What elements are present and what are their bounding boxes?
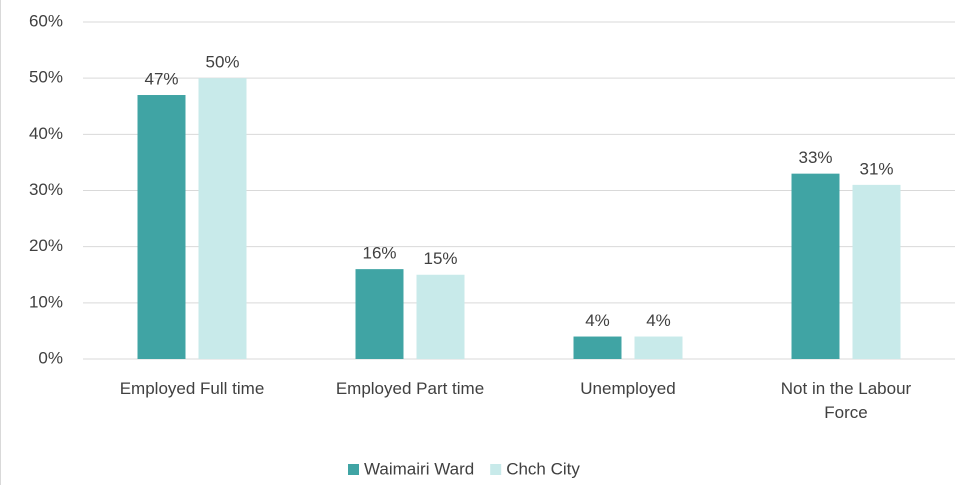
y-tick-label: 10%: [29, 292, 63, 311]
x-tick-label: Employed Full time: [119, 379, 265, 398]
legend-label: Chch City: [506, 459, 580, 478]
x-tick-label: Unemployed: [580, 379, 676, 398]
bar: [634, 336, 683, 359]
y-tick-label: 40%: [29, 124, 63, 143]
y-tick-label: 30%: [29, 180, 63, 199]
y-tick-label: 50%: [29, 68, 63, 87]
y-tick-label: 20%: [29, 236, 63, 255]
data-label: 50%: [205, 53, 239, 72]
bar: [137, 95, 186, 360]
x-tick-label: Employed Part time: [335, 379, 485, 398]
x-tick-label: Not in the Labour Force: [780, 379, 912, 422]
data-label: 31%: [859, 159, 893, 178]
legend-label: Waimairi Ward: [364, 459, 474, 478]
bar: [416, 274, 465, 359]
data-label: 47%: [144, 70, 178, 89]
bar: [198, 78, 247, 360]
legend-swatch: [490, 464, 502, 475]
bar: [791, 173, 840, 359]
bar: [355, 269, 404, 359]
data-label: 4%: [646, 311, 671, 330]
data-label: 4%: [585, 311, 610, 330]
data-label: 33%: [798, 148, 832, 167]
y-tick-label: 60%: [29, 11, 63, 30]
data-label: 15%: [423, 249, 457, 268]
data-label: 16%: [362, 244, 396, 263]
y-tick-label: 0%: [38, 348, 63, 367]
legend-swatch: [348, 464, 359, 475]
bar: [573, 336, 622, 359]
bar: [852, 184, 901, 359]
